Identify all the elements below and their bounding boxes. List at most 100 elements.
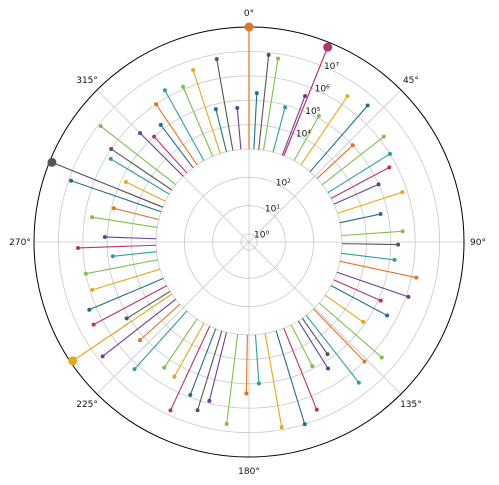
theta-tick-labels: 0° 45° 90° 135° 180° 225° 270° 315° <box>9 9 486 477</box>
stem-line <box>333 279 381 302</box>
stem-line <box>272 107 286 153</box>
stem-line <box>139 132 184 177</box>
stem-line <box>258 54 270 150</box>
stem-line <box>189 328 217 396</box>
stem-line <box>134 310 188 370</box>
stem-marker <box>356 380 361 385</box>
stem-line <box>300 95 348 166</box>
stem-line <box>330 285 388 316</box>
stem-line <box>293 115 320 161</box>
stem-line <box>264 333 283 428</box>
stem-marker <box>365 103 370 108</box>
highlight-marker <box>323 42 333 52</box>
stem-marker <box>214 57 219 62</box>
stem-marker <box>378 298 383 303</box>
stem-marker <box>132 367 137 372</box>
stem-marker <box>76 245 81 250</box>
stem-line <box>78 244 157 249</box>
grid-spoke <box>248 241 402 395</box>
stem-line <box>313 308 365 362</box>
stem-line <box>70 180 162 213</box>
stem-line <box>153 136 188 174</box>
stem-marker <box>102 234 107 239</box>
stem-marker <box>181 84 186 89</box>
stem-marker <box>138 131 143 136</box>
stem-marker <box>376 182 381 187</box>
stem-marker <box>87 307 92 312</box>
stem-marker <box>123 179 128 184</box>
stem-line <box>226 334 239 424</box>
stem-marker <box>314 407 319 412</box>
stem-line <box>341 252 395 261</box>
stem-marker <box>385 313 390 318</box>
highlight-stem <box>72 293 173 362</box>
stem-marker <box>235 106 240 111</box>
stem-line <box>126 290 171 319</box>
stem-line <box>215 109 228 152</box>
stem-line <box>160 124 194 169</box>
highlight-stem <box>51 161 163 208</box>
stem-marker <box>111 206 116 211</box>
stem-line <box>85 259 158 275</box>
stem-line <box>182 86 214 157</box>
stem-marker <box>381 134 386 139</box>
stem-marker <box>387 165 392 170</box>
stem-marker <box>168 408 173 413</box>
theta-tick-label: 135° <box>400 400 422 410</box>
theta-tick-label: 270° <box>9 238 31 248</box>
stem-marker <box>162 365 167 370</box>
theta-tick-label: 0° <box>244 9 254 19</box>
highlight-marker <box>47 157 57 167</box>
stem-line <box>192 69 221 154</box>
stem-marker <box>302 422 307 427</box>
stem-line <box>283 328 318 410</box>
stem-line <box>89 277 164 311</box>
stem-line <box>100 125 177 186</box>
stem-marker <box>172 374 177 379</box>
stem-line <box>245 334 248 394</box>
highlight-marker <box>244 22 254 32</box>
stem-line <box>327 153 391 194</box>
stem-line <box>139 303 181 341</box>
stem-line <box>113 207 159 221</box>
r-tick-label: 10² <box>276 178 291 188</box>
theta-tick-label: 315° <box>76 76 98 86</box>
stem-marker <box>276 56 281 61</box>
stem-line <box>102 298 177 357</box>
stem-line <box>208 332 228 402</box>
stem-marker <box>392 257 397 262</box>
r-tick-label: 10¹ <box>265 204 280 214</box>
stem-marker <box>266 52 271 57</box>
stem-line <box>173 323 205 377</box>
stem-line <box>316 144 354 179</box>
stem-marker <box>158 122 163 127</box>
stem-line <box>110 158 170 195</box>
stem-line <box>301 317 328 355</box>
stem-line <box>324 294 364 323</box>
stem-line <box>164 89 205 161</box>
stem-line <box>290 324 313 367</box>
stem-marker <box>387 151 392 156</box>
stem-marker <box>154 102 159 107</box>
stem-marker <box>110 254 115 259</box>
stem-marker <box>256 381 261 386</box>
stem-marker <box>213 107 218 112</box>
r-tick-label: 10⁰ <box>254 231 269 241</box>
stem-line <box>216 59 234 151</box>
stem-marker <box>188 392 193 397</box>
stem-line <box>163 318 198 368</box>
stem-marker <box>109 147 114 152</box>
stem-line <box>341 230 403 237</box>
stem-marker <box>254 91 259 96</box>
stem-series <box>69 52 419 430</box>
theta-tick-label: 225° <box>76 400 98 410</box>
stem-line <box>339 213 381 224</box>
stem-marker <box>90 215 95 220</box>
stem-line <box>336 271 409 298</box>
stem-marker <box>396 242 401 247</box>
stem-marker <box>108 156 113 161</box>
stem-line <box>305 314 360 383</box>
highlight-marker <box>68 356 78 366</box>
stem-line <box>93 285 168 326</box>
